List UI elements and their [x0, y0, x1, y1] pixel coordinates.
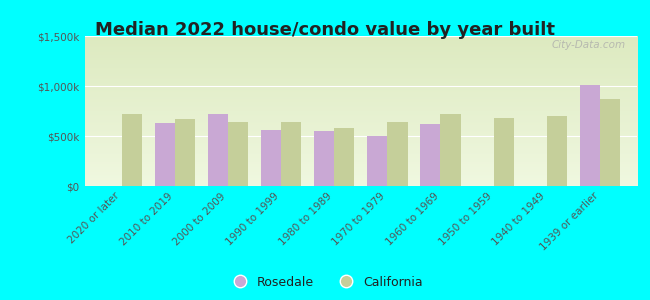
Bar [441, 114, 461, 186]
Bar [367, 136, 387, 186]
Bar [175, 119, 195, 186]
Bar [122, 114, 142, 186]
Bar [155, 123, 175, 186]
Bar [228, 122, 248, 186]
Bar [208, 114, 228, 186]
Bar [493, 118, 514, 186]
Text: City-Data.com: City-Data.com [552, 40, 626, 50]
Bar [281, 122, 301, 186]
Bar [261, 130, 281, 186]
Text: Median 2022 house/condo value by year built: Median 2022 house/condo value by year bu… [95, 21, 555, 39]
Bar [547, 116, 567, 186]
Bar [334, 128, 354, 186]
Bar [600, 99, 620, 186]
Bar [387, 122, 408, 186]
Bar [421, 124, 441, 186]
Legend: Rosedale, California: Rosedale, California [222, 271, 428, 294]
Bar [580, 85, 600, 186]
Bar [314, 131, 334, 186]
